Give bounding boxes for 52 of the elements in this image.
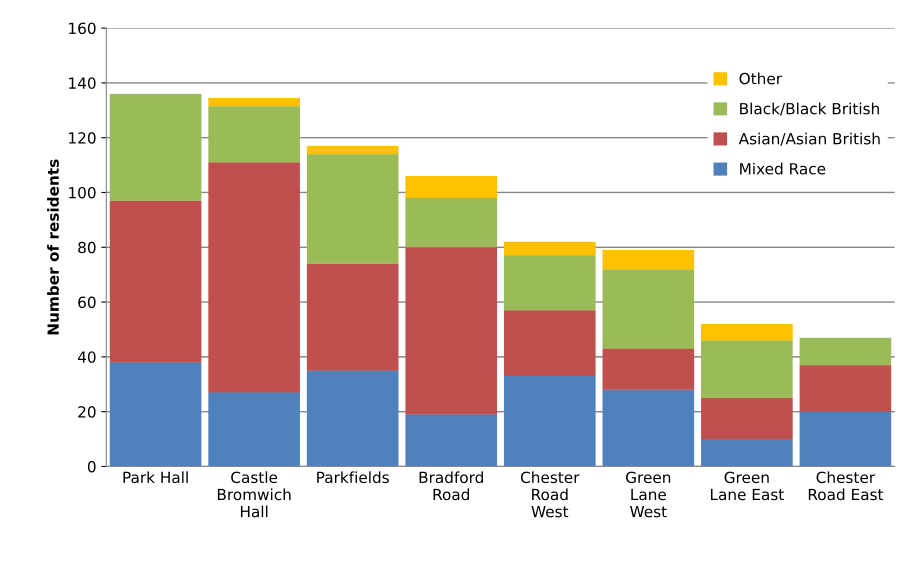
bar: [306, 370, 399, 466]
y-axis-title: Number of residents: [47, 160, 59, 334]
bar: [110, 200, 202, 362]
y-tick-label: 120: [69, 132, 96, 144]
bar: [800, 412, 892, 466]
x-tick-label: Castle Bromwich Hall: [218, 471, 291, 518]
legend-label: Other: [740, 72, 782, 84]
bar: [701, 398, 793, 440]
x-tick-label: Green Lane West: [626, 472, 670, 518]
bar: [110, 94, 202, 201]
x-tick-label: Green Lane East: [710, 472, 784, 500]
bar: [701, 439, 793, 466]
bar: [800, 338, 892, 366]
bar: [405, 247, 498, 414]
bar: [208, 106, 300, 162]
legend-label: Mixed Race: [740, 162, 826, 175]
bar: [405, 414, 498, 466]
bar: [602, 269, 694, 349]
bar: [701, 340, 793, 398]
x-tick-label: Park Hall: [123, 471, 188, 484]
bar: [208, 162, 300, 392]
y-tick-label: 140: [69, 77, 96, 89]
bar: [306, 154, 399, 264]
x-tick-label: Chester Road East: [808, 471, 884, 500]
bar: [504, 376, 596, 466]
x-tick-label: Chester Road West: [520, 471, 580, 518]
y-tick-label: 0: [88, 460, 96, 472]
bar: [504, 256, 596, 310]
bar: [602, 250, 694, 270]
y-tick-label: 60: [78, 296, 96, 308]
x-tick-label: Bradford Road: [420, 471, 483, 500]
y-tick-label: 20: [78, 406, 96, 418]
bar: [602, 348, 694, 390]
legend-label: Asian/Asian British: [738, 132, 880, 146]
y-tick-label: 80: [78, 242, 96, 254]
bar: [208, 98, 300, 106]
bar: [602, 390, 694, 466]
legend-label: Black/Black British: [740, 102, 879, 116]
y-tick-label: 160: [69, 22, 96, 34]
bar: [110, 362, 202, 466]
bar: [208, 392, 300, 466]
y-tick-label: 100: [69, 186, 96, 199]
bar: [701, 324, 793, 340]
bar: [504, 242, 596, 256]
bar: [306, 264, 399, 371]
y-tick-label: 40: [78, 351, 96, 363]
bar: [306, 146, 399, 154]
bar: [405, 198, 498, 248]
bar: [504, 310, 596, 376]
x-tick-label: Parkfields: [317, 471, 389, 484]
bar: [405, 176, 498, 198]
bar: [800, 365, 892, 412]
